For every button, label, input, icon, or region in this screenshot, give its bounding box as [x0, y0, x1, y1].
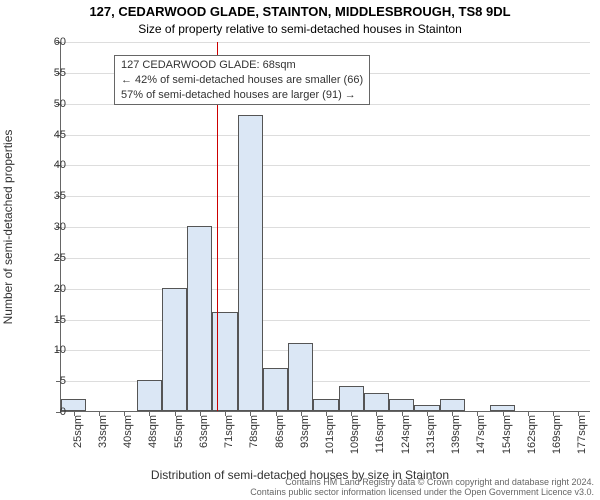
histogram-bar	[162, 288, 187, 411]
xtick-label: 109sqm	[349, 415, 361, 454]
xtick-label: 93sqm	[299, 415, 311, 448]
xtick-label: 139sqm	[450, 415, 462, 454]
histogram-bar	[238, 115, 263, 411]
annotation-box: 127 CEDARWOOD GLADE: 68sqm ← 42% of semi-…	[114, 55, 370, 106]
ytick-label: 55	[36, 67, 66, 79]
grid-line	[61, 289, 590, 290]
xtick-label: 169sqm	[551, 415, 563, 454]
xtick-label: 71sqm	[223, 415, 235, 448]
grid-line	[61, 258, 590, 259]
chart-title: 127, CEDARWOOD GLADE, STAINTON, MIDDLESB…	[0, 4, 600, 19]
xtick-label: 147sqm	[475, 415, 487, 454]
xtick-label: 116sqm	[374, 415, 386, 453]
histogram-bar	[288, 343, 313, 411]
annotation-line1: 127 CEDARWOOD GLADE: 68sqm	[121, 59, 296, 71]
histogram-bar	[389, 399, 414, 411]
ytick-label: 20	[36, 283, 66, 295]
ytick-label: 5	[36, 375, 66, 387]
xtick-label: 33sqm	[97, 415, 109, 448]
xtick-label: 25sqm	[72, 415, 84, 448]
footer-attribution: Contains HM Land Registry data © Crown c…	[250, 478, 594, 498]
grid-line	[61, 227, 590, 228]
grid-line	[61, 42, 590, 43]
grid-line	[61, 320, 590, 321]
grid-line	[61, 196, 590, 197]
grid-line	[61, 350, 590, 351]
ytick-label: 30	[36, 221, 66, 233]
ytick-label: 25	[36, 252, 66, 264]
xtick-label: 154sqm	[501, 415, 513, 454]
footer-line1: Contains HM Land Registry data © Crown c…	[285, 477, 594, 487]
ytick-label: 35	[36, 190, 66, 202]
histogram-bar	[263, 368, 288, 411]
xtick-label: 124sqm	[400, 415, 412, 454]
annotation-line2: ← 42% of semi-detached houses are smalle…	[121, 74, 363, 86]
ytick-label: 10	[36, 344, 66, 356]
y-axis-label: Number of semi-detached properties	[1, 130, 15, 325]
xtick-label: 48sqm	[147, 415, 159, 448]
xtick-label: 63sqm	[198, 415, 210, 448]
histogram-bar	[187, 226, 212, 411]
chart-subtitle: Size of property relative to semi-detach…	[0, 22, 600, 36]
ytick-label: 50	[36, 98, 66, 110]
histogram-bar	[137, 380, 162, 411]
xtick-label: 101sqm	[324, 415, 336, 454]
xtick-label: 86sqm	[274, 415, 286, 448]
ytick-label: 40	[36, 159, 66, 171]
xtick-label: 177sqm	[576, 415, 588, 454]
histogram-bar	[212, 312, 237, 411]
grid-line	[61, 165, 590, 166]
xtick-label: 55sqm	[173, 415, 185, 448]
ytick-label: 45	[36, 129, 66, 141]
xtick-label: 78sqm	[248, 415, 260, 448]
ytick-label: 60	[36, 36, 66, 48]
annotation-line3: 57% of semi-detached houses are larger (…	[121, 89, 356, 101]
chart-container: 127, CEDARWOOD GLADE, STAINTON, MIDDLESB…	[0, 0, 600, 500]
xtick-label: 162sqm	[526, 415, 538, 454]
ytick-label: 15	[36, 314, 66, 326]
xtick-label: 131sqm	[425, 415, 437, 454]
histogram-bar	[313, 399, 338, 411]
histogram-bar	[339, 386, 364, 411]
plot-area: 25sqm33sqm40sqm48sqm55sqm63sqm71sqm78sqm…	[60, 42, 590, 412]
histogram-bar	[364, 393, 389, 412]
grid-line	[61, 135, 590, 136]
footer-line2: Contains public sector information licen…	[250, 487, 594, 497]
histogram-bar	[440, 399, 465, 411]
xtick-label: 40sqm	[122, 415, 134, 448]
ytick-label: 0	[36, 406, 66, 418]
